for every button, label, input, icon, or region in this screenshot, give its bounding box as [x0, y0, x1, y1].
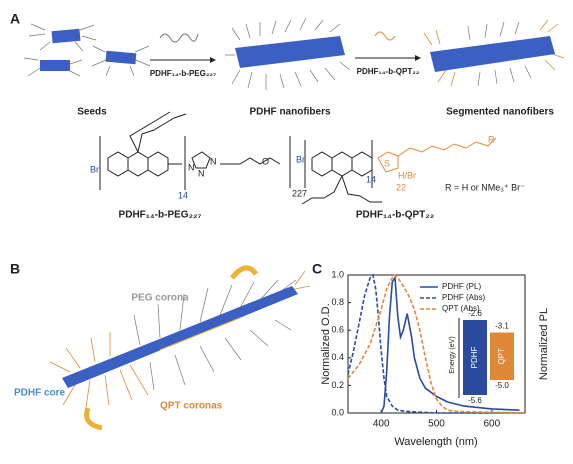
level-label: -5.0 — [495, 381, 509, 390]
stage-label: Segmented nanofibers — [446, 107, 554, 118]
y-tick-label: 0.2 — [331, 380, 344, 390]
energy-level — [490, 332, 514, 380]
y-tick-label: 0.6 — [331, 325, 344, 335]
x-axis-label: Wavelength (nm) — [394, 436, 477, 448]
legend-label: PDHF (Abs) — [442, 293, 485, 302]
legend-label: QPT (Abs) — [442, 304, 480, 313]
structure-1: Br N N N O 14 227 — [90, 111, 307, 200]
series-line — [380, 275, 520, 414]
material-label: QPT — [497, 348, 506, 365]
corona-label: PEG corona — [131, 293, 189, 304]
level-label: -5.6 — [468, 396, 482, 405]
panel-label: B — [10, 261, 20, 277]
level-label: -3.1 — [495, 322, 509, 331]
x-tick-label: 500 — [428, 419, 445, 430]
atom: N — [188, 162, 195, 172]
x-tick-label: 600 — [483, 419, 500, 430]
corona-label: QPT coronas — [160, 401, 223, 412]
atom: S — [384, 158, 390, 168]
atom: H/Br — [398, 170, 416, 180]
atom: N — [198, 168, 205, 178]
atom: Br — [296, 154, 305, 164]
material-label: PDHF — [470, 347, 479, 369]
stage-label: PDHF nanofibers — [249, 107, 331, 118]
y-tick-label: 0.8 — [331, 297, 344, 307]
level-label: -2.6 — [468, 309, 482, 318]
segmented-illustration — [423, 19, 565, 87]
panel-label: A — [10, 11, 20, 27]
nanofiber-3d — [49, 265, 311, 431]
subscript: 14 — [366, 174, 376, 184]
atom: N — [210, 156, 217, 166]
legend-label: PDHF (PL) — [442, 282, 481, 291]
seeds-illustration — [23, 23, 151, 77]
y-tick-label: 1.0 — [331, 269, 344, 279]
polymer-coil — [374, 31, 396, 41]
subscript: 227 — [292, 188, 307, 198]
inset-axis-label: Energy (eV) — [449, 336, 456, 373]
reagent: PDHF₁₄-b-PEG₂₂₇ — [150, 69, 216, 78]
structure-name: PDHF₁₄-b-QPT₂₂ — [356, 210, 434, 221]
structure-name: PDHF₁₄-b-PEG₂₂₇ — [119, 210, 202, 221]
atom: Br — [90, 164, 99, 174]
energy-level — [463, 320, 487, 395]
panel-label: C — [312, 261, 322, 277]
stage-label: Seeds — [77, 107, 107, 118]
atom: O — [262, 156, 269, 166]
polymer-coil — [159, 33, 199, 43]
reagent: PDHF₁₄-b-QPT₂₂ — [357, 67, 420, 76]
x-tick-label: 400 — [373, 419, 390, 430]
series-line — [347, 273, 526, 414]
y2-axis-label: Normalized PL — [538, 308, 550, 380]
substituent: R = H or NMe₃⁺ Br⁻ — [445, 182, 525, 192]
nanofiber-illustration — [225, 17, 351, 90]
y-axis-label: Normalized O.D. — [320, 303, 332, 384]
atom: R — [488, 134, 495, 144]
subscript: 22 — [396, 182, 406, 192]
core-label: PDHF core — [14, 388, 66, 399]
y-tick-label: 0.4 — [331, 352, 344, 362]
y-tick-label: 0.0 — [331, 407, 344, 417]
subscript: 14 — [178, 190, 188, 200]
structure-2: Br S H/Br R 14 22 R = H or NMe₃⁺ Br⁻ — [296, 134, 525, 205]
